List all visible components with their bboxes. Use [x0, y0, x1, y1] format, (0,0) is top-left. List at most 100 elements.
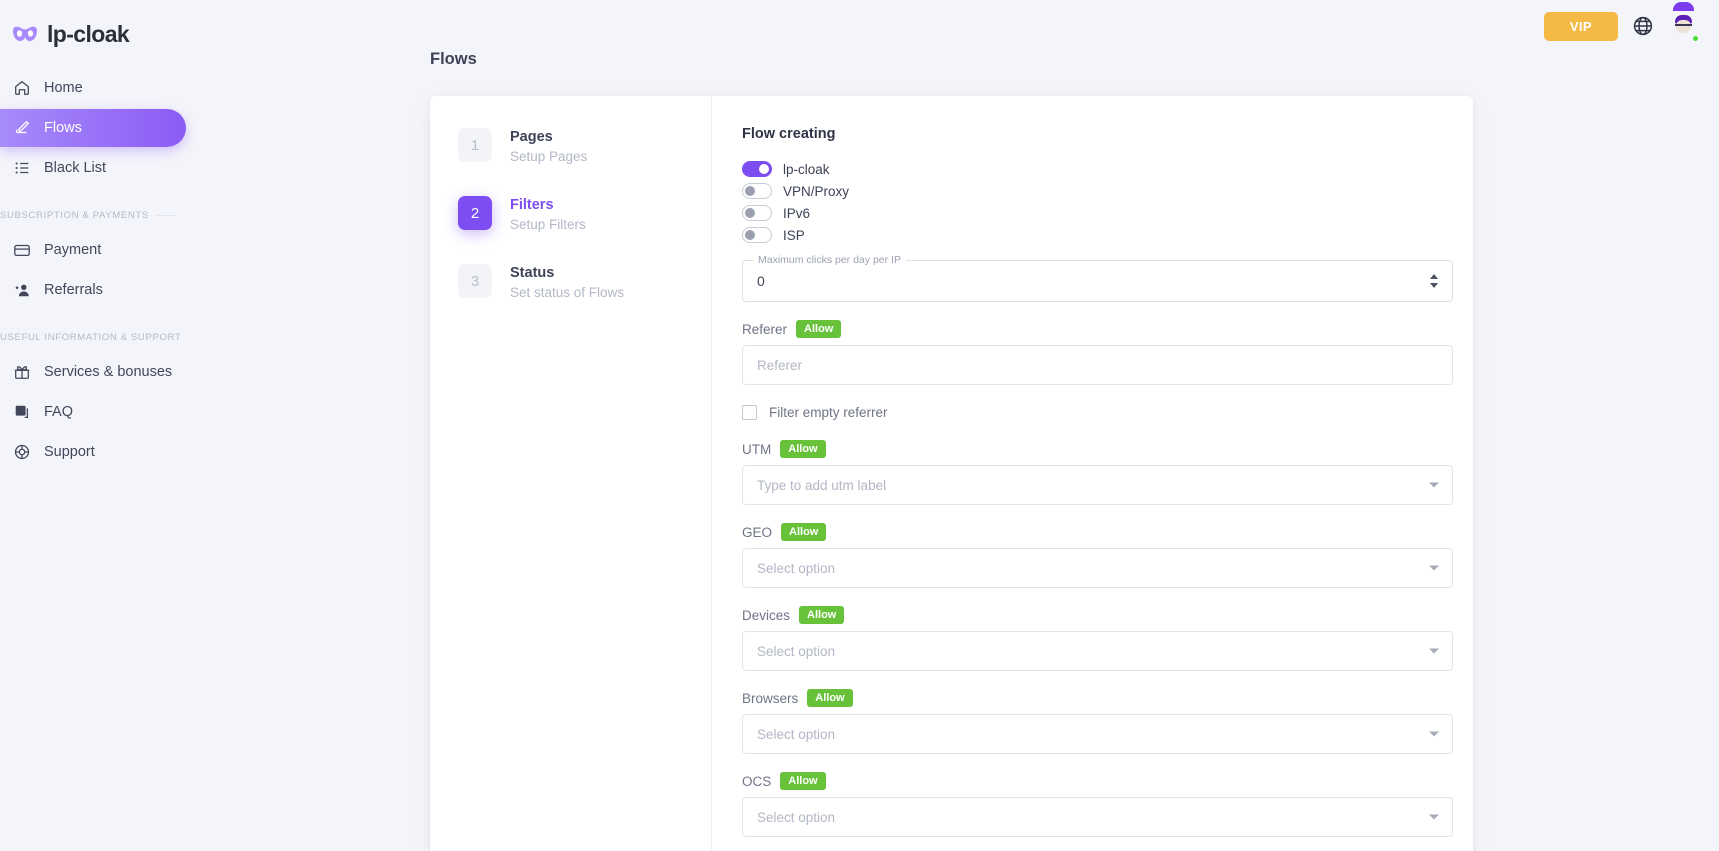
filter-empty-referrer-checkbox[interactable]	[742, 404, 757, 420]
sidebar-item-black-list[interactable]: Black List	[0, 149, 186, 187]
browsers-label-row: Browsers Allow	[742, 689, 1453, 707]
max-clicks-value: 0	[757, 273, 765, 289]
globe-icon[interactable]	[1632, 15, 1654, 37]
sidebar-item-flows[interactable]: Flows	[0, 109, 186, 147]
toggle-label: ISP	[783, 227, 805, 243]
referer-label: Referer	[742, 321, 788, 337]
toggle-vpn-proxy[interactable]	[742, 183, 772, 199]
sidebar-item-services-bonuses[interactable]: Services & bonuses	[0, 353, 186, 391]
chevron-down-icon	[1429, 731, 1439, 737]
referer-allow-badge[interactable]: Allow	[796, 320, 842, 338]
toggle-label: lp-cloak	[783, 161, 830, 177]
sidebar-item-label: Referrals	[44, 282, 103, 298]
sidebar-item-referrals[interactable]: Referrals	[0, 271, 186, 309]
sidebar-item-label: Flows	[44, 120, 82, 136]
step-filters[interactable]: 2 Filters Setup Filters	[430, 196, 711, 232]
step-title: Status	[510, 265, 555, 281]
home-icon	[12, 79, 31, 98]
chevron-down-icon	[1429, 482, 1439, 488]
sidebar-section-useful-info: USEFUL INFORMATION & SUPPORT	[0, 331, 186, 343]
referer-label-row: Referer Allow	[742, 320, 1453, 338]
toggle-lp-cloak[interactable]	[742, 161, 772, 177]
referer-input[interactable]: Referer	[742, 345, 1453, 385]
devices-placeholder: Select option	[757, 643, 836, 659]
flows-icon	[12, 119, 31, 138]
ocs-placeholder: Select option	[757, 809, 836, 825]
credit-card-icon	[12, 241, 31, 260]
toggle-ipv6[interactable]	[742, 205, 772, 221]
utm-label-row: UTM Allow	[742, 440, 1453, 458]
ocs-select[interactable]: Select option	[742, 797, 1453, 837]
sidebar-group-useful-info: Services & bonuses ? FAQ	[0, 353, 186, 471]
ocs-label: OCS	[742, 773, 772, 789]
chevron-down-icon	[1429, 565, 1439, 571]
sidebar-item-faq[interactable]: ? FAQ	[0, 393, 186, 431]
brand-logo[interactable]: lp-cloak	[0, 0, 186, 52]
primary-nav: Home Flows Black List	[0, 69, 186, 471]
toggle-label: IPv6	[783, 205, 811, 221]
geo-allow-badge[interactable]: Allow	[781, 523, 827, 541]
gift-icon	[12, 363, 31, 382]
max-clicks-label: Maximum clicks per day per IP	[753, 254, 906, 266]
browsers-select[interactable]: Select option	[742, 714, 1453, 754]
devices-label-row: Devices Allow	[742, 606, 1453, 624]
status-badge	[1691, 33, 1700, 43]
step-number: 1	[458, 128, 492, 162]
chevron-down-icon	[1429, 814, 1439, 820]
step-subtitle: Setup Pages	[510, 149, 588, 164]
browsers-allow-badge[interactable]: Allow	[807, 689, 853, 707]
main-area: VIP Flows 1	[186, 0, 1719, 851]
toggle-row-isp: ISP	[742, 224, 1453, 246]
browsers-label: Browsers	[742, 690, 799, 706]
toggle-isp[interactable]	[742, 227, 772, 243]
utm-label: UTM	[742, 441, 772, 457]
filters-form: Flow creating lp-cloak VPN/Proxy IPv6	[712, 96, 1473, 851]
geo-label-row: GEO Allow	[742, 523, 1453, 541]
divider	[156, 214, 176, 216]
step-subtitle: Setup Filters	[510, 217, 586, 232]
utm-placeholder: Type to add utm label	[757, 477, 887, 493]
form-heading: Flow creating	[742, 126, 836, 142]
sidebar-item-support[interactable]: Support	[0, 433, 186, 471]
geo-label: GEO	[742, 524, 773, 540]
lifebuoy-icon	[12, 443, 31, 462]
filter-empty-referrer-row: Filter empty referrer	[742, 402, 1453, 422]
browsers-placeholder: Select option	[757, 726, 836, 742]
sidebar-group-subscription: Payment Referrals	[0, 231, 186, 309]
wizard-stepper: 1 Pages Setup Pages 2 Filters Setup Filt…	[430, 96, 712, 851]
step-status[interactable]: 3 Status Set status of Flows	[430, 264, 711, 300]
chevron-down-icon	[1429, 648, 1439, 654]
devices-label: Devices	[742, 607, 791, 623]
step-pages[interactable]: 1 Pages Setup Pages	[430, 128, 711, 164]
devices-allow-badge[interactable]: Allow	[799, 606, 845, 624]
sidebar-item-label: Payment	[44, 242, 102, 258]
faq-icon: ?	[12, 403, 31, 422]
avatar[interactable]	[1668, 1, 1700, 43]
devices-select[interactable]: Select option	[742, 631, 1453, 671]
filter-empty-referrer-label: Filter empty referrer	[769, 404, 888, 420]
toggle-row-vpn-proxy: VPN/Proxy	[742, 180, 1453, 202]
mask-icon	[12, 25, 38, 43]
sidebar-item-home[interactable]: Home	[0, 69, 186, 107]
utm-allow-badge[interactable]: Allow	[780, 440, 826, 458]
ocs-label-row: OCS Allow	[742, 772, 1453, 790]
sidebar-item-payment[interactable]: Payment	[0, 231, 186, 269]
utm-select[interactable]: Type to add utm label	[742, 465, 1453, 505]
sidebar-section-subscription: SUBSCRIPTION & PAYMENTS	[0, 209, 186, 221]
ocs-allow-badge[interactable]: Allow	[780, 772, 826, 790]
step-title: Pages	[510, 129, 553, 145]
updown-spinner-icon[interactable]	[1428, 272, 1440, 290]
vip-button[interactable]: VIP	[1543, 11, 1618, 41]
max-clicks-field[interactable]: Maximum clicks per day per IP 0	[742, 254, 1453, 302]
brand-name: lp-cloak	[47, 20, 130, 47]
sidebar-item-label: Support	[44, 444, 95, 460]
geo-select[interactable]: Select option	[742, 548, 1453, 588]
sidebar-item-label: Home	[44, 80, 83, 96]
svg-text:?: ?	[18, 406, 22, 415]
sidebar-item-label: FAQ	[44, 404, 74, 420]
section-label-text: SUBSCRIPTION & PAYMENTS	[0, 209, 149, 221]
step-title: Filters	[510, 197, 554, 213]
sidebar-item-label: Black List	[44, 160, 107, 176]
geo-placeholder: Select option	[757, 560, 836, 576]
